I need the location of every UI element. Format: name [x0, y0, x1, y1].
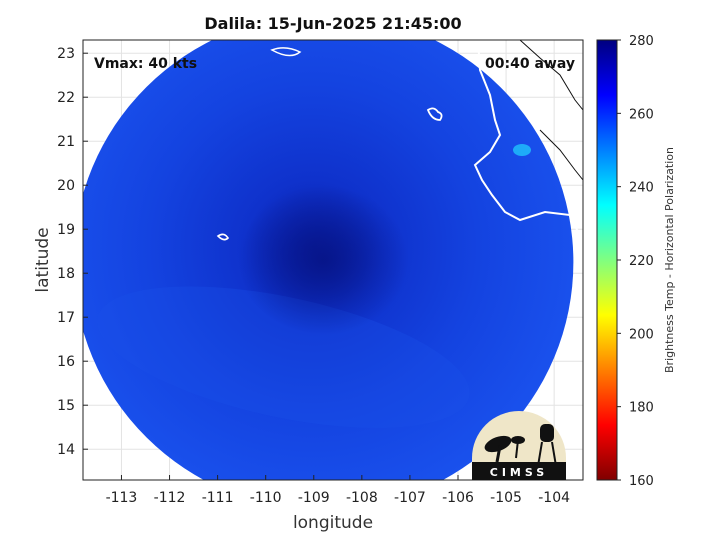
time-away-annotation: 00:40 away — [485, 56, 575, 72]
coastline — [473, 40, 583, 253]
state-border — [539, 129, 583, 181]
dish-stand — [515, 439, 519, 459]
colorbar-tick-label: 160 — [629, 474, 654, 489]
x-tick-label: -111 — [202, 490, 234, 506]
storm-core — [238, 185, 409, 335]
y-tick-label: 14 — [57, 442, 75, 458]
x-tick-label: -104 — [538, 490, 570, 506]
cloud-band — [97, 286, 470, 428]
colorbar-tick-label: 260 — [629, 107, 654, 122]
y-tick-label: 22 — [57, 90, 75, 106]
logo-banner — [472, 462, 566, 480]
colorbar-tick-label: 280 — [629, 34, 654, 49]
colorbar-tick-label: 240 — [629, 181, 654, 196]
y-axis-ticks: 14 15 16 17 18 19 20 21 22 23 — [57, 46, 88, 458]
x-tick-label: -112 — [154, 490, 186, 506]
satellite-dish-icon — [484, 435, 512, 453]
x-tick-label: -108 — [346, 490, 378, 506]
y-tick-label: 18 — [57, 266, 75, 282]
y-tick-label: 16 — [57, 354, 75, 370]
x-tick-label: -110 — [250, 490, 282, 506]
water-tower-icon — [540, 424, 554, 442]
x-tick-label: -113 — [106, 490, 138, 506]
state-border — [519, 40, 583, 111]
island-outline — [426, 107, 443, 121]
y-tick-label: 15 — [57, 398, 75, 414]
y-axis-label: latitude — [33, 227, 53, 292]
x-tick-label: -106 — [442, 490, 474, 506]
y-tick-label: 19 — [57, 222, 75, 238]
x-tick-label: -107 — [394, 490, 426, 506]
chart-title: Dalila: 15-Jun-2025 21:45:00 — [204, 14, 462, 33]
logo-text: CIMSS — [490, 466, 548, 479]
y-tick-label: 21 — [57, 134, 75, 150]
y-tick-label: 20 — [57, 178, 75, 194]
island-outline — [270, 47, 302, 57]
colorbar-label: Brightness Temp - Horizontal Polarizatio… — [663, 147, 676, 373]
plot-frame — [82, 39, 584, 481]
colorbar-tick-label: 200 — [629, 327, 654, 342]
colorbar-tick-label: 180 — [629, 401, 654, 416]
x-tick-label: -109 — [298, 490, 330, 506]
y-tick-label: 23 — [57, 46, 75, 62]
colorbar-tick-label: 220 — [629, 254, 654, 269]
island-outline — [216, 233, 230, 241]
x-axis-ticks: -113 -112 -111 -110 -109 -108 -107 -106 -105 -104 — [106, 475, 570, 506]
x-tick-label: -105 — [490, 490, 522, 506]
colorbar-ticks: 160 180 200 220 240 260 280 — [617, 34, 654, 489]
dish-stand — [495, 445, 502, 463]
colorbar — [596, 39, 618, 481]
y-tick-label: 17 — [57, 310, 75, 326]
cimss-logo: CIMSS — [472, 411, 566, 480]
warm-land-spot — [513, 144, 531, 156]
x-axis-label: longitude — [293, 513, 373, 533]
vmax-annotation: Vmax: 40 kts — [94, 56, 197, 72]
